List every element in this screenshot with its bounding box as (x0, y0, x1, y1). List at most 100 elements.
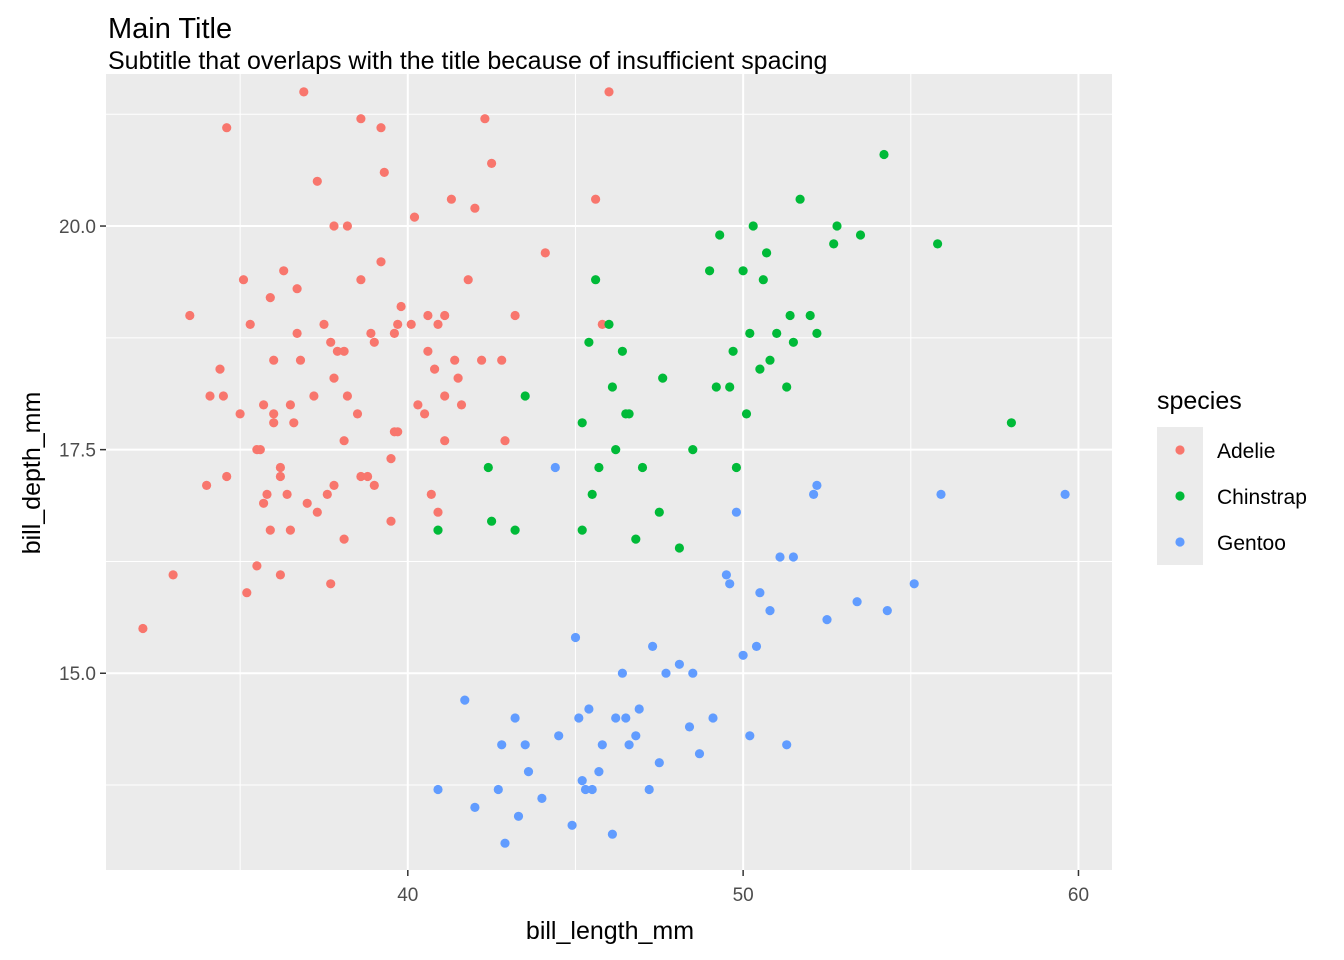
point-adelie (426, 489, 436, 499)
point-chinstrap (584, 337, 594, 347)
point-adelie (480, 114, 490, 124)
point-gentoo (470, 802, 480, 813)
point-gentoo (493, 784, 503, 795)
point-gentoo (611, 713, 621, 723)
point-adelie (302, 498, 312, 508)
point-adelie (259, 400, 269, 410)
point-adelie (433, 319, 443, 329)
legend-key-gentoo (1175, 537, 1185, 547)
x-tick-label: 40 (397, 885, 418, 906)
point-adelie (356, 275, 366, 285)
point-chinstrap (788, 337, 799, 347)
point-chinstrap (654, 507, 664, 517)
point-gentoo (674, 659, 685, 669)
point-gentoo (584, 704, 594, 714)
point-adelie (393, 319, 403, 329)
point-adelie (369, 480, 379, 490)
point-gentoo (523, 767, 534, 777)
point-adelie (339, 346, 349, 356)
point-adelie (285, 400, 295, 410)
chart-subtitle: Subtitle that overlaps with the title be… (108, 47, 827, 75)
point-gentoo (688, 668, 698, 678)
point-adelie (389, 328, 399, 338)
point-gentoo (624, 740, 634, 750)
point-adelie (329, 221, 339, 231)
point-gentoo (809, 489, 819, 499)
point-adelie (265, 293, 275, 303)
point-chinstrap (728, 346, 738, 356)
y-axis-title: bill_depth_mm (18, 392, 46, 555)
point-gentoo (433, 784, 443, 795)
point-chinstrap (607, 382, 618, 392)
point-adelie (470, 203, 480, 213)
point-adelie (292, 284, 302, 294)
point-adelie (376, 257, 386, 267)
point-adelie (275, 471, 285, 482)
point-adelie (205, 391, 215, 401)
x-axis-title: bill_length_mm (526, 917, 694, 945)
point-adelie (500, 436, 510, 446)
point-adelie (386, 454, 396, 464)
point-gentoo (765, 606, 775, 616)
point-chinstrap (674, 543, 685, 553)
point-gentoo (654, 758, 664, 768)
legend-key-chinstrap (1175, 491, 1185, 501)
minor-gridlines (106, 74, 1112, 870)
point-adelie (292, 328, 302, 338)
point-adelie (275, 462, 285, 473)
point-adelie (463, 275, 473, 285)
point-gentoo (500, 838, 510, 848)
point-adelie (289, 418, 299, 428)
point-adelie (215, 364, 225, 374)
point-adelie (379, 167, 389, 177)
point-adelie (591, 194, 601, 204)
point-adelie (440, 391, 450, 401)
point-chinstrap (577, 418, 587, 428)
point-chinstrap (762, 248, 772, 258)
legend-label-chinstrap: Chinstrap (1217, 486, 1307, 509)
point-gentoo (788, 552, 799, 562)
point-chinstrap (829, 239, 839, 249)
point-gentoo (621, 713, 631, 723)
point-adelie (477, 355, 487, 365)
point-chinstrap (483, 462, 493, 473)
point-chinstrap (755, 364, 765, 374)
point-adelie (259, 498, 269, 508)
data-points (138, 87, 1070, 848)
point-adelie (319, 319, 329, 329)
point-adelie (168, 570, 178, 580)
point-adelie (185, 310, 195, 321)
point-adelie (285, 525, 295, 535)
point-adelie (312, 507, 322, 517)
legend-key-adelie (1175, 445, 1185, 455)
point-chinstrap (805, 310, 815, 321)
point-gentoo (936, 489, 946, 499)
point-chinstrap (624, 409, 634, 419)
point-gentoo (648, 641, 658, 652)
point-chinstrap (772, 328, 782, 338)
point-chinstrap (725, 382, 735, 392)
point-adelie (312, 176, 322, 186)
point-chinstrap (510, 525, 520, 535)
point-chinstrap (604, 319, 614, 329)
point-gentoo (812, 480, 822, 490)
point-gentoo (460, 695, 470, 705)
point-gentoo (510, 713, 520, 723)
point-adelie (363, 471, 373, 482)
point-chinstrap (637, 462, 648, 473)
point-chinstrap (795, 194, 805, 204)
point-gentoo (617, 668, 628, 678)
point-adelie (413, 400, 423, 410)
y-tick-label: 20.0 (59, 217, 96, 238)
point-gentoo (550, 462, 560, 473)
x-tick-label: 60 (1068, 885, 1089, 906)
point-adelie (356, 471, 366, 482)
point-chinstrap (577, 525, 587, 535)
point-adelie (597, 319, 607, 329)
point-chinstrap (741, 409, 752, 419)
point-gentoo (554, 731, 564, 741)
point-adelie (433, 507, 443, 517)
point-adelie (269, 418, 279, 428)
point-gentoo (882, 606, 892, 616)
point-chinstrap (731, 462, 742, 473)
